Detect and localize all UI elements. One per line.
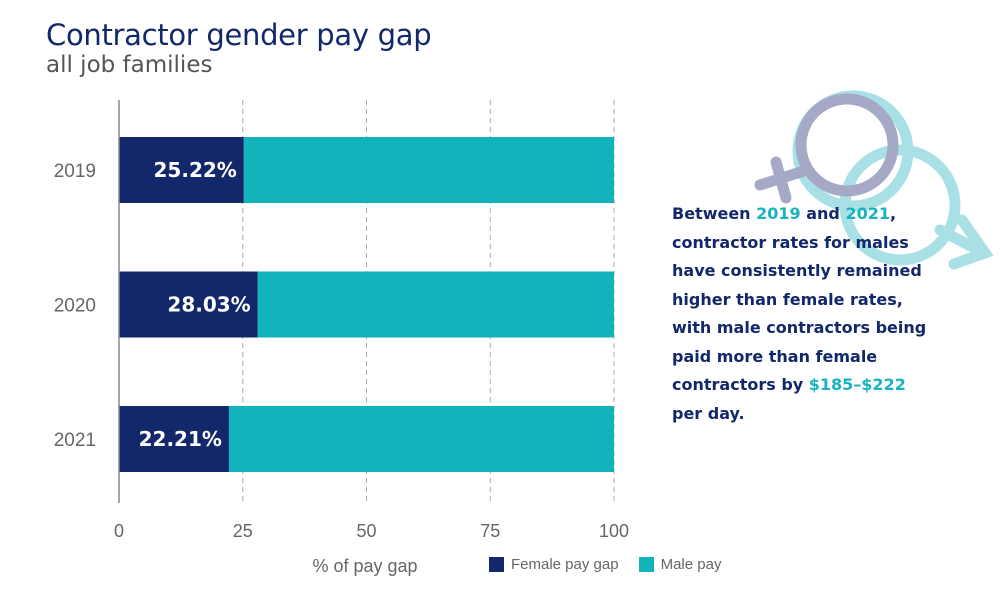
annotation-fragment: per day. (672, 403, 745, 423)
legend: Female pay gap Male pay (489, 556, 741, 573)
male-symbol-icon (792, 90, 994, 270)
annotation-fragment: Between (672, 204, 757, 223)
annotation-fragment: and (800, 204, 846, 223)
bars (119, 137, 615, 472)
data-label-2019: 25.22% (154, 158, 237, 182)
annotation-highlight: $185–$222 (808, 375, 906, 394)
annotation-text: Between 2019 and 2021, contractor rates … (672, 200, 934, 428)
legend-swatch-male (638, 557, 654, 572)
annotation-fragment: , contractor rates for males have consis… (672, 204, 927, 394)
bar-female-2019 (119, 137, 244, 203)
y-category-label: 2019 (54, 161, 96, 182)
legend-swatch-female (489, 557, 504, 572)
legend-label-female: Female pay gap (511, 556, 619, 573)
annotation-highlight: 2021 (845, 204, 890, 223)
chart-title: Contractor gender pay gap (46, 18, 432, 52)
chart-subtitle: all job families (46, 52, 213, 78)
data-label-2021: 22.21% (139, 427, 222, 451)
pay-gap-bar-chart: 0 25 50 75 100 25.22% 2019 28.03% 2020 22.21% 2021 (54, 100, 629, 541)
annotation-highlight: 2019 (756, 204, 801, 223)
bar-male-2020 (257, 271, 614, 338)
x-axis-label: % of pay gap (312, 556, 418, 576)
bar-female-2021 (119, 406, 229, 472)
bar-male-2019 (243, 137, 615, 203)
bar-female-2020 (119, 271, 258, 338)
legend-item-female: Female pay gap (489, 556, 619, 573)
legend-label-male: Male pay (660, 556, 722, 573)
labels: 0 25 50 75 100 25.22% 2019 28.03% 2020 22.21% 2021 (54, 158, 629, 541)
data-label-2020: 28.03% (167, 293, 250, 317)
x-tick-label: 100 (599, 521, 629, 541)
x-tick-label: 0 (114, 521, 124, 541)
x-tick-label: 50 (356, 521, 376, 541)
female-symbol-icon (754, 93, 899, 204)
gender-symbols-illustration (754, 90, 994, 270)
y-category-label: 2020 (54, 296, 96, 317)
y-category-label: 2021 (54, 430, 96, 451)
x-tick-label: 25 (233, 521, 253, 541)
legend-item-male: Male pay (638, 556, 722, 573)
bar-male-2021 (228, 406, 614, 472)
x-tick-label: 75 (480, 521, 500, 541)
